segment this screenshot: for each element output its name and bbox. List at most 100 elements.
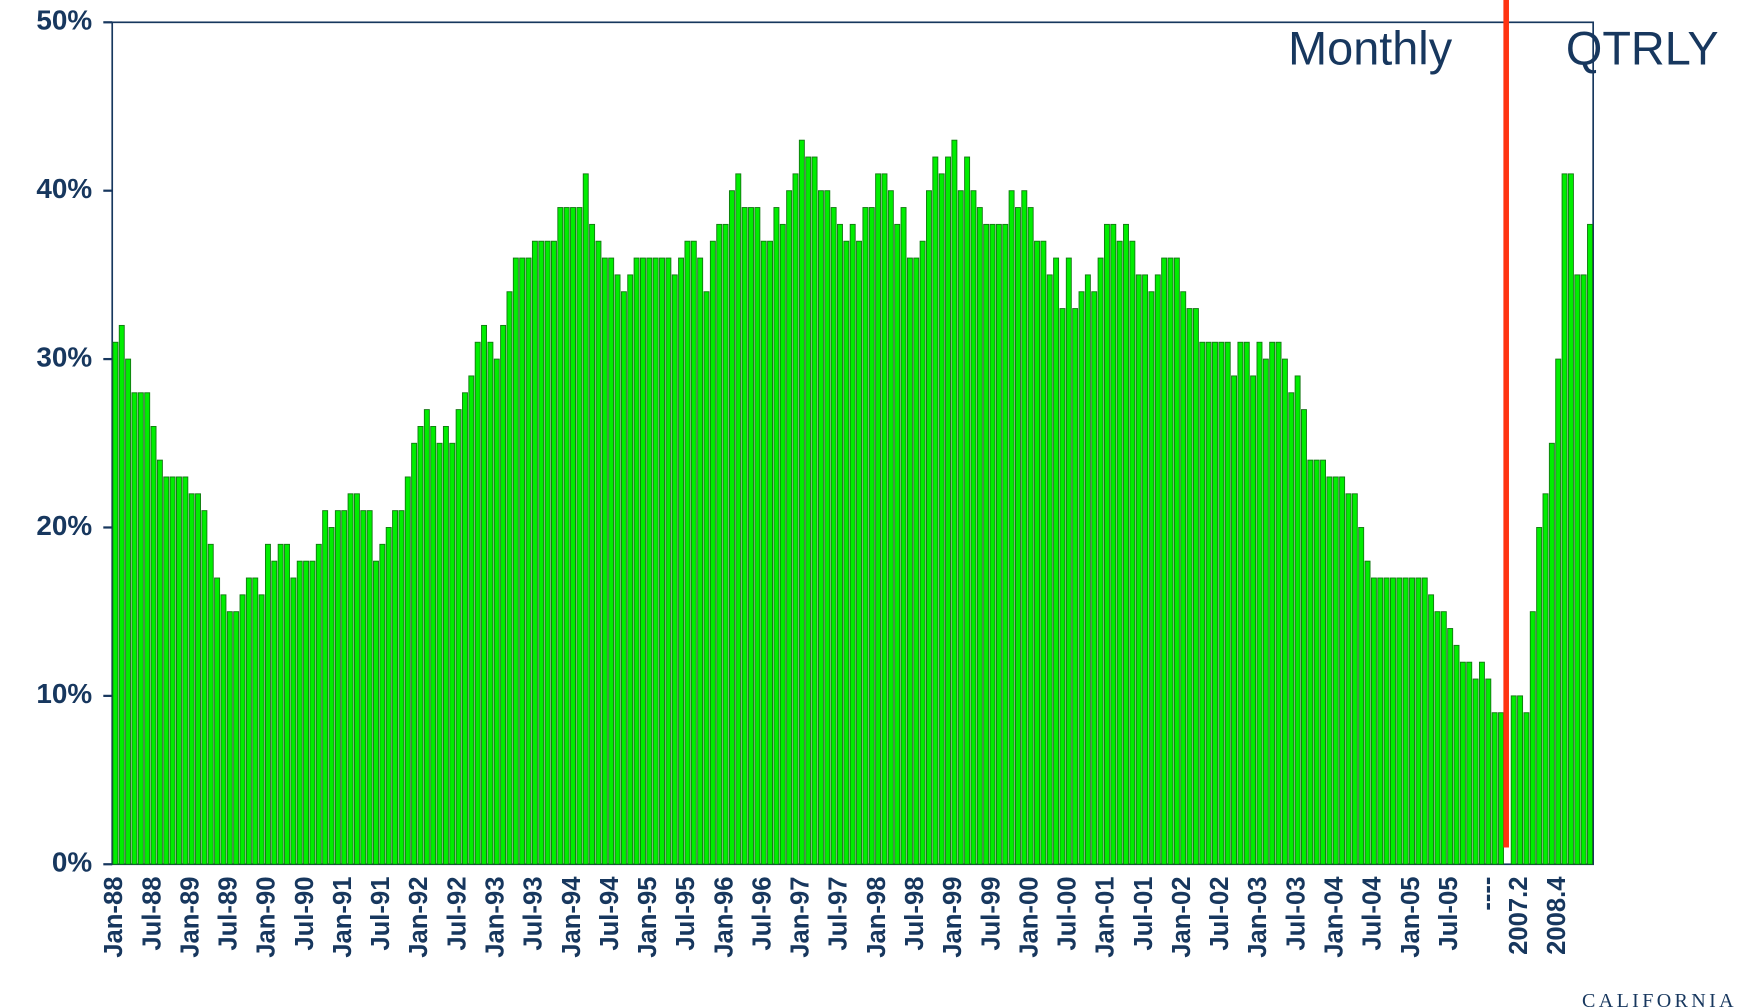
- bar: [703, 291, 710, 865]
- bar: [315, 543, 322, 865]
- x-tick-label: Jul-01: [1130, 877, 1158, 951]
- bar: [468, 375, 475, 865]
- bar: [137, 392, 144, 865]
- bar: [341, 510, 348, 865]
- bar: [1256, 341, 1263, 865]
- bar: [665, 257, 672, 865]
- bar: [633, 257, 640, 865]
- bar: [1231, 375, 1238, 865]
- bar: [353, 493, 360, 865]
- bar: [1129, 240, 1136, 865]
- x-tick-label: Jan-01: [1092, 877, 1120, 958]
- bar: [1091, 291, 1098, 865]
- bar: [296, 560, 303, 865]
- bar: [423, 409, 430, 865]
- bar: [182, 476, 189, 865]
- bar: [570, 207, 576, 865]
- bar: [1224, 341, 1231, 865]
- bar: [1250, 375, 1257, 865]
- bar: [767, 240, 774, 865]
- bar: [595, 240, 602, 865]
- bar: [620, 291, 627, 865]
- bar: [531, 240, 538, 865]
- bar: [1135, 274, 1142, 865]
- bar: [1097, 257, 1104, 865]
- bar: [1447, 628, 1454, 865]
- bar: [449, 442, 456, 865]
- bar: [779, 223, 786, 865]
- bar: [830, 207, 837, 865]
- bar: [722, 223, 729, 865]
- bar: [195, 493, 201, 865]
- bar: [798, 139, 805, 865]
- x-tick-label: Jan-92: [405, 877, 433, 958]
- bar: [716, 223, 723, 865]
- x-tick-label: Jan-04: [1321, 876, 1349, 958]
- bar: [1167, 257, 1174, 865]
- annotation: QTRLY: [1566, 23, 1719, 75]
- bar: [284, 543, 290, 865]
- bar: [379, 543, 386, 865]
- bar: [1154, 274, 1161, 865]
- bar: [392, 510, 399, 865]
- bar: [741, 207, 748, 865]
- bar: [1472, 678, 1479, 865]
- bar: [1262, 358, 1269, 865]
- bar: [1542, 493, 1549, 865]
- bar: [1301, 409, 1307, 865]
- bar: [442, 425, 449, 865]
- bar: [1014, 207, 1021, 865]
- bar: [1059, 308, 1066, 865]
- bar: [1567, 173, 1574, 865]
- bar: [983, 223, 990, 865]
- bar: [125, 358, 132, 865]
- bar: [690, 240, 697, 865]
- bar: [176, 476, 182, 865]
- x-tick-label: 2008.4: [1543, 876, 1571, 955]
- bar: [525, 257, 532, 865]
- x-tick-label: Jul-02: [1206, 877, 1234, 951]
- bar: [1180, 291, 1187, 865]
- bar: [131, 392, 138, 865]
- bar: [220, 594, 227, 865]
- bar: [1288, 392, 1295, 865]
- bar: [551, 240, 557, 865]
- bar: [1351, 493, 1358, 865]
- bar: [964, 156, 971, 865]
- bar: [169, 476, 176, 865]
- y-tick-label: 20%: [36, 510, 92, 541]
- bar: [417, 425, 424, 865]
- bar: [493, 358, 500, 865]
- bar: [1498, 712, 1504, 865]
- bar: [1084, 274, 1091, 865]
- bar: [309, 560, 316, 865]
- x-tick-label: Jan-95: [634, 877, 662, 958]
- bar: [1161, 257, 1168, 865]
- x-tick-label: Jan-05: [1397, 877, 1425, 958]
- bar: [1453, 644, 1460, 865]
- x-tick-label: Jan-03: [1244, 877, 1272, 958]
- bar: [290, 577, 297, 865]
- bar: [811, 156, 818, 865]
- x-tick-label: Jan-91: [329, 877, 357, 958]
- annotation: Monthly: [1288, 23, 1453, 75]
- bar: [1548, 442, 1555, 865]
- bar: [1212, 341, 1218, 865]
- bar: [989, 223, 996, 865]
- bar: [334, 510, 341, 865]
- bar: [786, 190, 793, 865]
- bar: [188, 493, 195, 865]
- bar: [436, 442, 443, 865]
- bar: [582, 173, 589, 865]
- bar: [671, 274, 678, 865]
- bar: [1192, 308, 1199, 865]
- x-tick-label: Jul-05: [1435, 877, 1463, 951]
- bar: [1466, 661, 1473, 865]
- bar: [995, 223, 1002, 865]
- y-tick-label: 30%: [36, 341, 92, 372]
- x-tick-label: Jul-95: [672, 877, 700, 951]
- bar: [1396, 577, 1403, 865]
- x-tick-label: Jan-98: [863, 877, 891, 958]
- bar: [563, 207, 570, 865]
- bar: [1148, 291, 1155, 865]
